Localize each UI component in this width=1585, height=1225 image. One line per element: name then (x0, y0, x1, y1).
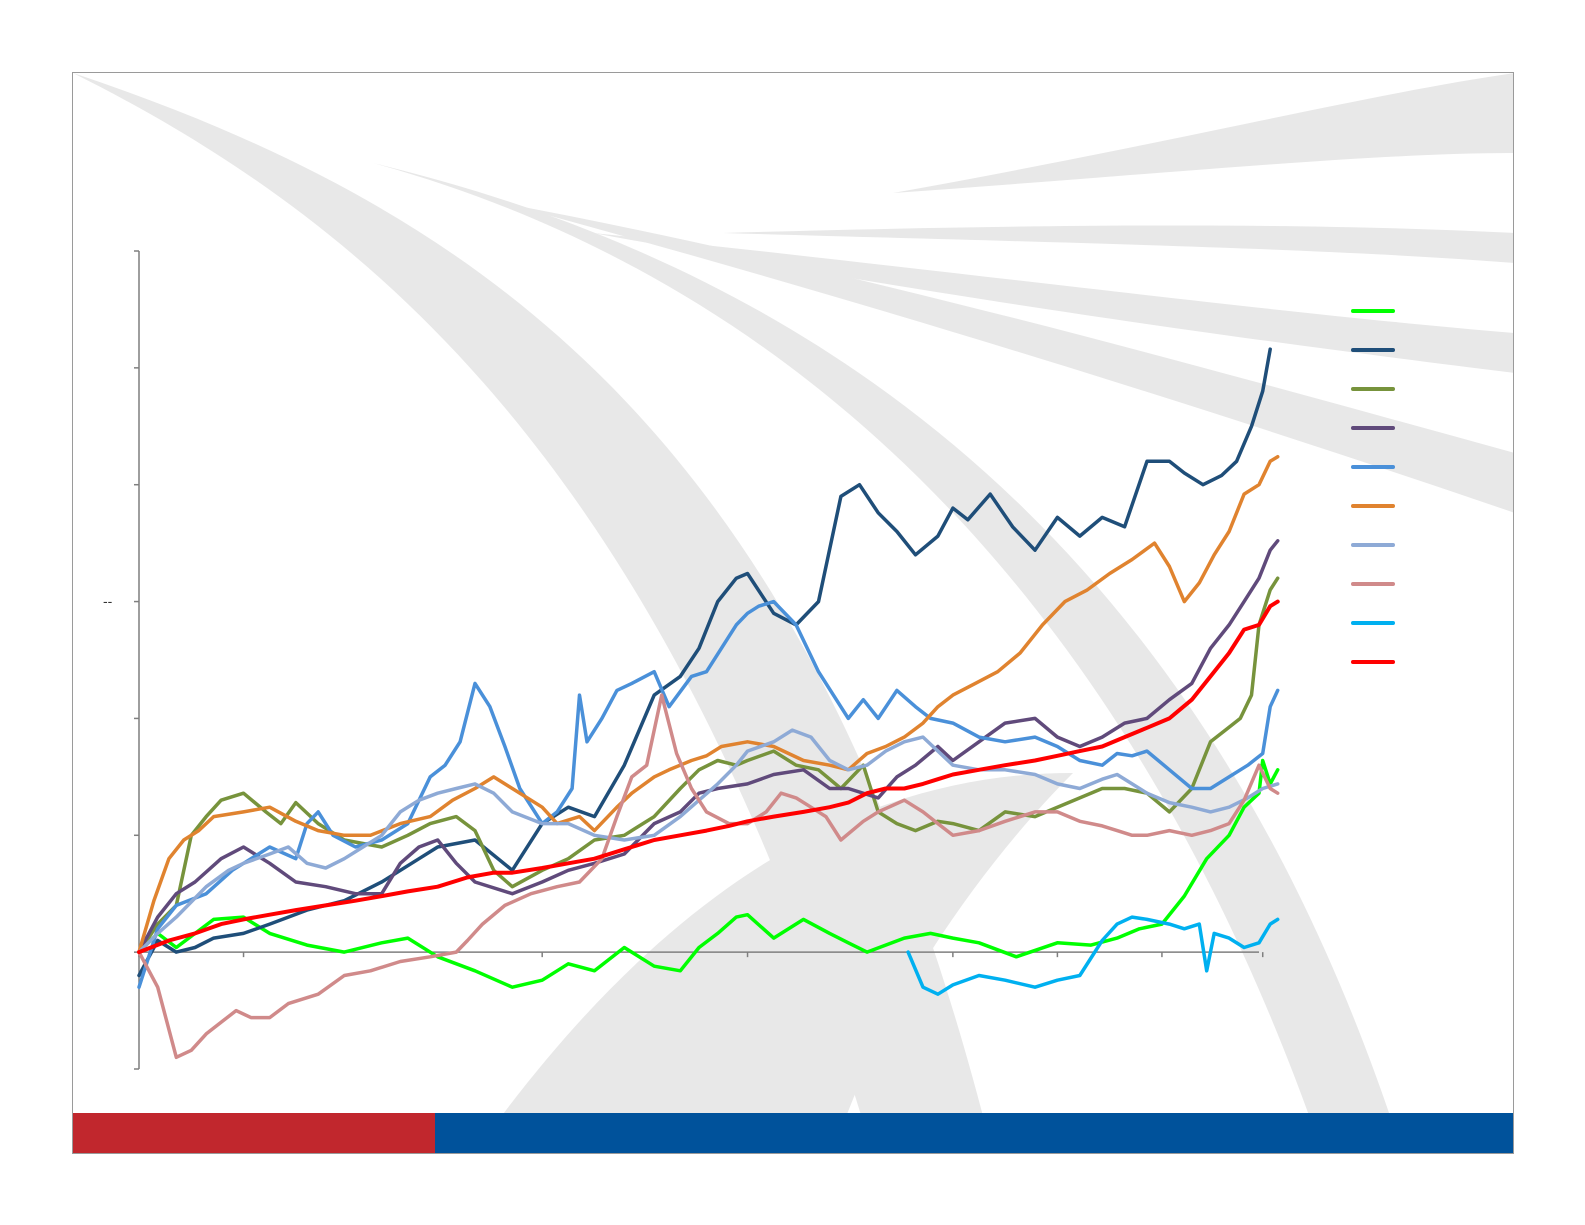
series-line-7 (137, 728, 1280, 954)
chart-series (137, 347, 1280, 1060)
swoosh-shapes (73, 73, 1513, 1153)
series-line-9 (906, 915, 1280, 996)
footer-red-bar (73, 1113, 435, 1153)
background-swoosh (73, 73, 1513, 1153)
chart-axes (134, 250, 1264, 1070)
footer-blue-bar (435, 1113, 1513, 1153)
series-line-8 (137, 693, 1280, 1060)
series-line-5 (137, 599, 1280, 989)
slide: -- (72, 72, 1514, 1154)
y-axis-mark: -- (103, 593, 113, 609)
series-line-10 (137, 599, 1280, 955)
series-line-3 (137, 576, 1280, 954)
series-line-6 (137, 454, 1280, 954)
series-line-2 (137, 347, 1272, 978)
line-chart (134, 250, 1395, 1070)
series-line-4 (137, 539, 1280, 954)
series-line-1 (137, 758, 1280, 989)
chart-legend (1351, 309, 1395, 664)
